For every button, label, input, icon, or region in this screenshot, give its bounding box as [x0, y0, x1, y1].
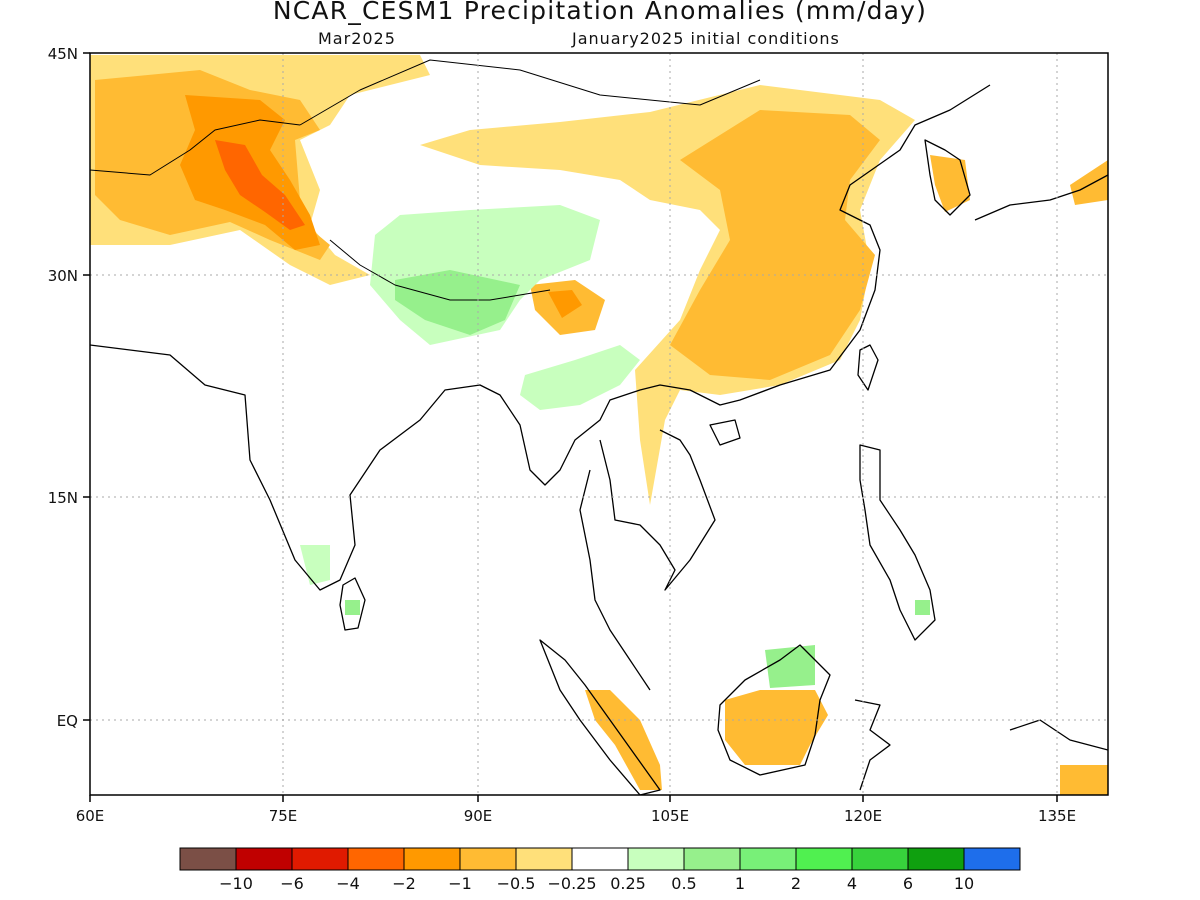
colorbar-label: 4 — [847, 874, 857, 893]
lon-tick-labels: 60E 75E 90E 105E 120E 135E — [76, 807, 1076, 825]
tick-marks — [83, 52, 1058, 802]
coastline-korea — [924, 139, 971, 216]
map-title: NCAR_CESM1 Precipitation Anomalies (mm/d… — [272, 0, 928, 25]
colorbar-swatch — [795, 847, 853, 871]
anomaly-region-himalaya — [395, 270, 520, 335]
lat-tick-labels: 45N 30N 15N EQ — [48, 45, 78, 730]
colorbar-swatch — [683, 847, 741, 871]
coastline-sulawesi — [854, 699, 891, 791]
anomaly-region-philippines-wet — [915, 600, 930, 615]
colorbar-swatch — [963, 847, 1021, 871]
border-china-north — [299, 59, 761, 126]
colorbar-label: −1 — [448, 874, 472, 893]
anomaly-region-sw-india-wet — [300, 545, 330, 585]
coastline-taiwan — [857, 344, 879, 391]
coastline-sumatra — [539, 639, 661, 795]
colorbar-label: −0.25 — [547, 874, 596, 893]
colorbar-swatch — [291, 847, 349, 871]
coastline-india — [90, 84, 991, 591]
colorbar-swatch — [907, 847, 965, 871]
coastline-hainan — [709, 419, 741, 446]
colorbar-swatch — [739, 847, 797, 871]
colorbar-swatch — [403, 847, 461, 871]
colorbar-label: −0.5 — [497, 874, 536, 893]
colorbar-swatch — [627, 847, 685, 871]
colorbar-swatch — [851, 847, 909, 871]
anomaly-region-east-china — [670, 110, 880, 380]
colorbar-swatch — [347, 847, 405, 871]
lat-label-45n: 45N — [48, 45, 78, 63]
colorbar: −10 −6 −4 −2 −1 −0.5 −0.25 0.25 0.5 1 2 4 6 10 — [179, 847, 1021, 893]
lon-label-135e: 135E — [1038, 807, 1076, 825]
coastlines — [90, 59, 1108, 795]
coastline-malay-peninsula — [579, 469, 651, 691]
anomaly-region-borneo-north-wet — [765, 645, 815, 688]
colorbar-label: −4 — [336, 874, 360, 893]
colorbar-label: −6 — [280, 874, 304, 893]
colorbar-swatch — [179, 847, 237, 871]
anomaly-region-sri-lanka-wet — [345, 600, 360, 615]
anomaly-region-myanmar-dry-core — [548, 290, 582, 318]
anomaly-region-sulawesi — [1060, 765, 1108, 795]
colorbar-label: 6 — [903, 874, 913, 893]
gridlines — [90, 53, 1108, 795]
coastline-japan — [974, 174, 1108, 221]
colorbar-label: 10 — [954, 874, 974, 893]
coastline-philippines — [859, 444, 936, 641]
anomaly-region-bay-of-bengal — [520, 345, 640, 410]
lon-label-90e: 90E — [464, 807, 493, 825]
initial-conditions-label: January2025 initial conditions — [572, 29, 840, 48]
anomaly-region-borneo — [725, 690, 828, 765]
colorbar-label: −2 — [392, 874, 416, 893]
colorbar-label: 2 — [791, 874, 801, 893]
lon-label-105e: 105E — [651, 807, 689, 825]
lat-label-eq: EQ — [57, 712, 78, 730]
forecast-month-label: Mar2025 — [318, 29, 396, 48]
coastline-new-guinea — [1009, 719, 1108, 751]
colorbar-label: 1 — [735, 874, 745, 893]
colorbar-swatch — [515, 847, 573, 871]
plot-frame — [89, 52, 1109, 796]
coastline-borneo — [717, 644, 831, 776]
anomaly-region-korea — [930, 155, 970, 212]
colorbar-label: 0.25 — [610, 874, 646, 893]
coastline-sri-lanka — [339, 577, 366, 631]
colorbar-swatch — [571, 847, 629, 871]
lat-label-15n: 15N — [48, 489, 78, 507]
anomaly-region-kashmir-core — [215, 140, 305, 230]
colorbar-swatch — [235, 847, 293, 871]
lon-label-120e: 120E — [844, 807, 882, 825]
colorbar-label: 0.5 — [671, 874, 696, 893]
colorbar-swatch — [459, 847, 517, 871]
border-tibet-nepal — [329, 239, 551, 301]
anomaly-fields — [90, 55, 1108, 795]
border-central-asia — [90, 119, 301, 176]
anomaly-region-japan — [1070, 160, 1108, 205]
colorbar-label: −10 — [219, 874, 253, 893]
lon-label-60e: 60E — [76, 807, 105, 825]
coastline-indochina — [599, 429, 716, 591]
lon-label-75e: 75E — [269, 807, 298, 825]
lat-label-30n: 30N — [48, 267, 78, 285]
